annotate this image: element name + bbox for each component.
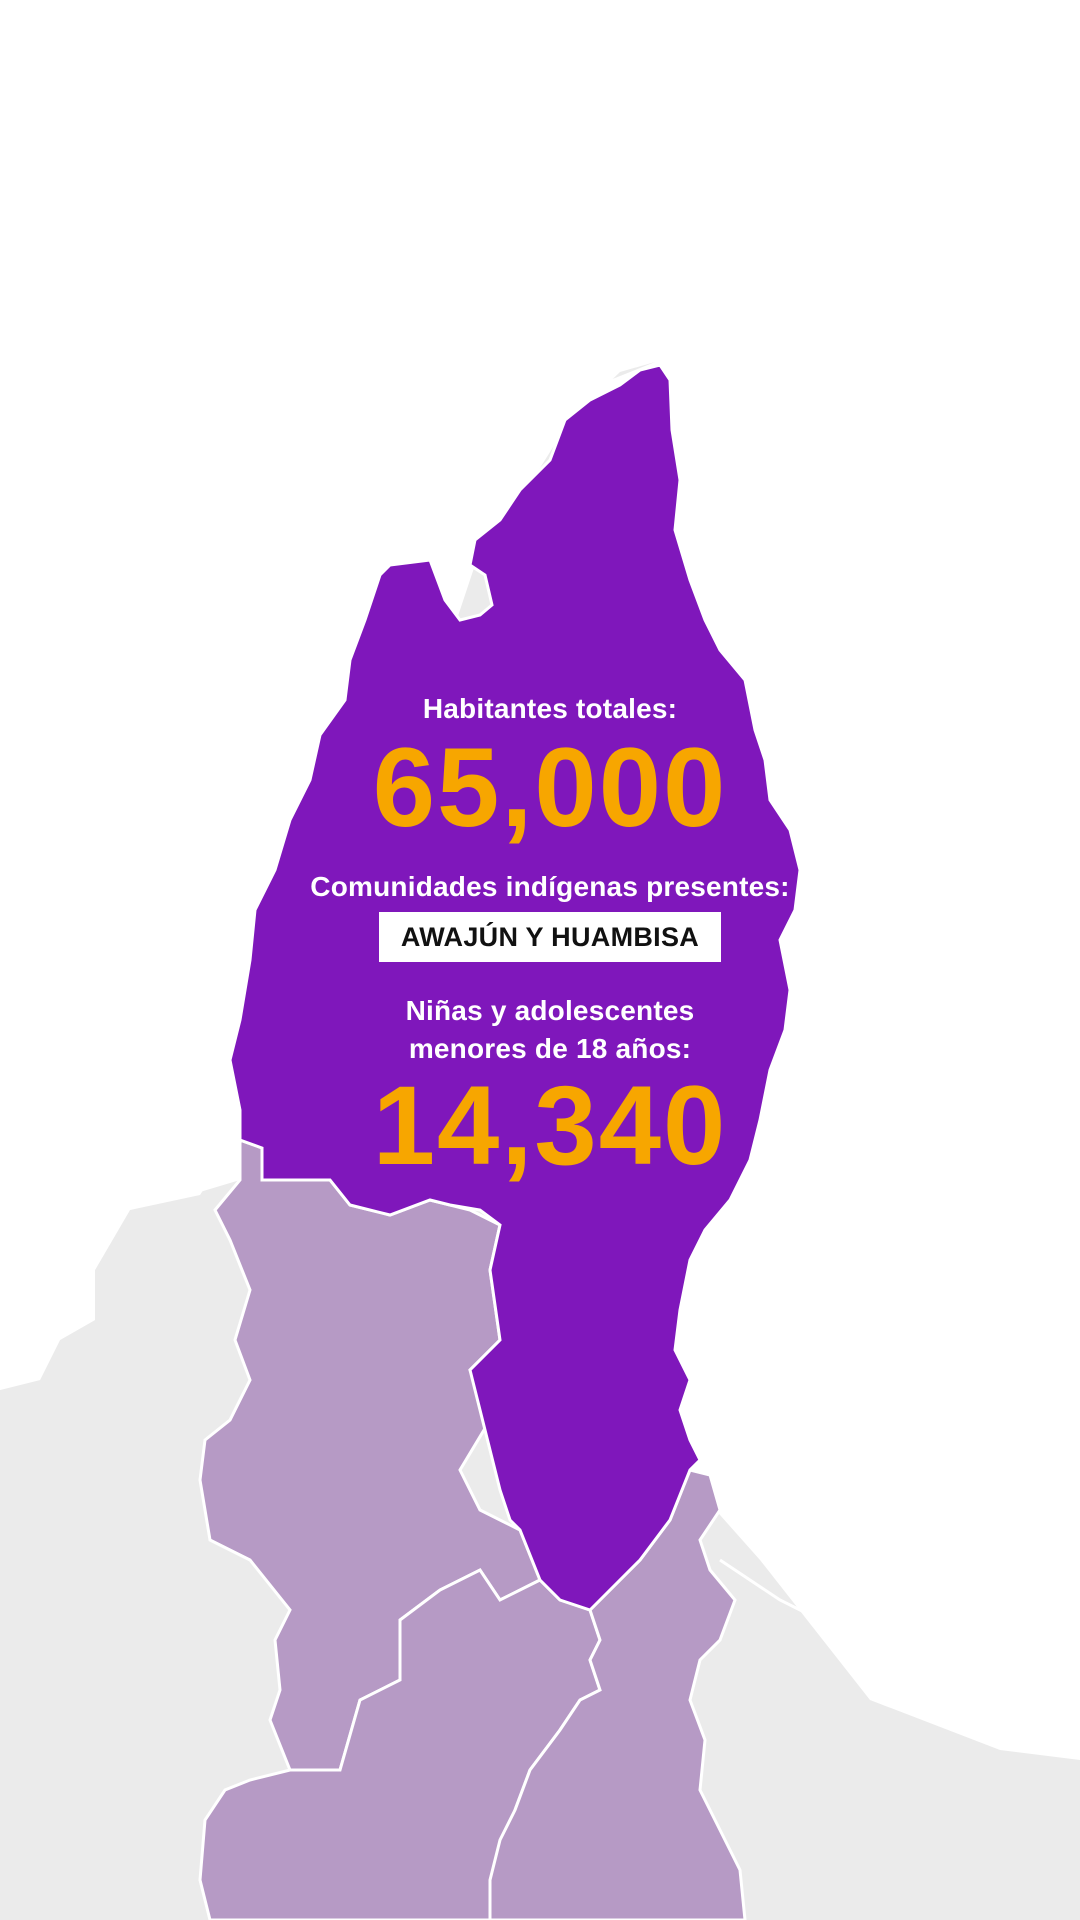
comunidades-value-badge: AWAJÚN Y HUAMBISA — [378, 912, 722, 962]
comunidades-block: Comunidades indígenas presentes: AWAJÚN … — [240, 868, 860, 962]
habitantes-value: 65,000 — [372, 725, 728, 850]
neighbor-province-south — [488, 1468, 747, 1920]
habitantes-block: Habitantes totales: 65,000 — [240, 690, 860, 844]
boundary-line-east — [719, 1558, 1080, 1757]
highlighted-province-condorcanqui — [228, 363, 802, 1612]
ninas-block: Niñas y adolescentes menores de 18 años:… — [240, 992, 860, 1182]
comunidades-label: Comunidades indígenas presentes: — [310, 871, 790, 902]
ninas-label-line2: menores de 18 años: — [408, 1033, 692, 1064]
ninas-value: 14,340 — [372, 1063, 728, 1188]
ninas-label-line1: Niñas y adolescentes — [405, 995, 695, 1026]
habitantes-label: Habitantes totales: — [422, 693, 678, 724]
unmapped-area — [0, 0, 1080, 1390]
